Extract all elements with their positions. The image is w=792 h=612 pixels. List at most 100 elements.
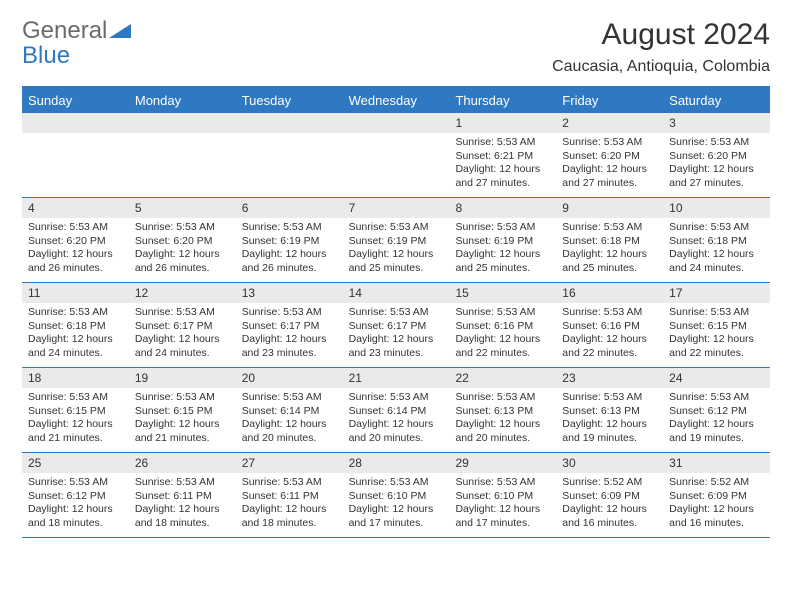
- day-cell: 26Sunrise: 5:53 AMSunset: 6:11 PMDayligh…: [129, 453, 236, 537]
- sunset-text: Sunset: 6:13 PM: [455, 405, 550, 419]
- day-cell: 27Sunrise: 5:53 AMSunset: 6:11 PMDayligh…: [236, 453, 343, 537]
- sunset-text: Sunset: 6:14 PM: [349, 405, 444, 419]
- sunrise-text: Sunrise: 5:53 AM: [349, 221, 444, 235]
- sunset-text: Sunset: 6:18 PM: [562, 235, 657, 249]
- day-body: Sunrise: 5:53 AMSunset: 6:17 PMDaylight:…: [343, 303, 450, 367]
- day-cell: 15Sunrise: 5:53 AMSunset: 6:16 PMDayligh…: [449, 283, 556, 367]
- daylight-text: Daylight: 12 hours and 24 minutes.: [669, 248, 764, 275]
- sunset-text: Sunset: 6:21 PM: [455, 150, 550, 164]
- sunrise-text: Sunrise: 5:53 AM: [242, 306, 337, 320]
- week-row: 1Sunrise: 5:53 AMSunset: 6:21 PMDaylight…: [22, 113, 770, 198]
- sunset-text: Sunset: 6:15 PM: [28, 405, 123, 419]
- sunrise-text: Sunrise: 5:53 AM: [28, 476, 123, 490]
- day-number: 7: [343, 198, 450, 218]
- logo-text: General Blue: [22, 18, 131, 68]
- daylight-text: Daylight: 12 hours and 20 minutes.: [455, 418, 550, 445]
- day-body: Sunrise: 5:53 AMSunset: 6:18 PMDaylight:…: [663, 218, 770, 282]
- sunset-text: Sunset: 6:20 PM: [562, 150, 657, 164]
- daylight-text: Daylight: 12 hours and 25 minutes.: [455, 248, 550, 275]
- dow-wednesday: Wednesday: [343, 88, 450, 113]
- dow-monday: Monday: [129, 88, 236, 113]
- daylight-text: Daylight: 12 hours and 22 minutes.: [455, 333, 550, 360]
- day-number: 27: [236, 453, 343, 473]
- sunset-text: Sunset: 6:14 PM: [242, 405, 337, 419]
- day-number: 29: [449, 453, 556, 473]
- daylight-text: Daylight: 12 hours and 24 minutes.: [28, 333, 123, 360]
- daylight-text: Daylight: 12 hours and 26 minutes.: [135, 248, 230, 275]
- day-cell: 22Sunrise: 5:53 AMSunset: 6:13 PMDayligh…: [449, 368, 556, 452]
- week-row: 18Sunrise: 5:53 AMSunset: 6:15 PMDayligh…: [22, 368, 770, 453]
- daylight-text: Daylight: 12 hours and 23 minutes.: [349, 333, 444, 360]
- day-number: 14: [343, 283, 450, 303]
- day-body: Sunrise: 5:53 AMSunset: 6:20 PMDaylight:…: [129, 218, 236, 282]
- day-cell: 8 Sunrise: 5:53 AMSunset: 6:19 PMDaylight…: [449, 198, 556, 282]
- sunset-text: Sunset: 6:17 PM: [242, 320, 337, 334]
- day-number: [22, 113, 129, 133]
- sunrise-text: Sunrise: 5:53 AM: [135, 476, 230, 490]
- sunrise-text: Sunrise: 5:53 AM: [669, 391, 764, 405]
- sunrise-text: Sunrise: 5:53 AM: [242, 476, 337, 490]
- day-number: 13: [236, 283, 343, 303]
- sunrise-text: Sunrise: 5:53 AM: [242, 391, 337, 405]
- daylight-text: Daylight: 12 hours and 22 minutes.: [669, 333, 764, 360]
- sunrise-text: Sunrise: 5:53 AM: [28, 306, 123, 320]
- day-cell: [343, 113, 450, 197]
- dow-thursday: Thursday: [449, 88, 556, 113]
- day-number: 10: [663, 198, 770, 218]
- week-row: 11Sunrise: 5:53 AMSunset: 6:18 PMDayligh…: [22, 283, 770, 368]
- day-number: 2: [556, 113, 663, 133]
- day-cell: 3Sunrise: 5:53 AMSunset: 6:20 PMDaylight…: [663, 113, 770, 197]
- day-body: Sunrise: 5:53 AMSunset: 6:15 PMDaylight:…: [22, 388, 129, 452]
- daylight-text: Daylight: 12 hours and 26 minutes.: [28, 248, 123, 275]
- daylight-text: Daylight: 12 hours and 26 minutes.: [242, 248, 337, 275]
- daylight-text: Daylight: 12 hours and 27 minutes.: [669, 163, 764, 190]
- day-body: Sunrise: 5:53 AMSunset: 6:20 PMDaylight:…: [556, 133, 663, 197]
- sunrise-text: Sunrise: 5:53 AM: [562, 391, 657, 405]
- day-cell: 21Sunrise: 5:53 AMSunset: 6:14 PMDayligh…: [343, 368, 450, 452]
- sunset-text: Sunset: 6:20 PM: [28, 235, 123, 249]
- day-number: 5: [129, 198, 236, 218]
- sunrise-text: Sunrise: 5:53 AM: [135, 306, 230, 320]
- sunrise-text: Sunrise: 5:53 AM: [455, 221, 550, 235]
- sunrise-text: Sunrise: 5:53 AM: [28, 221, 123, 235]
- day-number: 8: [449, 198, 556, 218]
- day-body: Sunrise: 5:53 AMSunset: 6:18 PMDaylight:…: [22, 303, 129, 367]
- day-body: Sunrise: 5:53 AMSunset: 6:13 PMDaylight:…: [449, 388, 556, 452]
- sunrise-text: Sunrise: 5:53 AM: [669, 306, 764, 320]
- sunset-text: Sunset: 6:09 PM: [669, 490, 764, 504]
- sunset-text: Sunset: 6:19 PM: [455, 235, 550, 249]
- day-number: 30: [556, 453, 663, 473]
- sunset-text: Sunset: 6:20 PM: [135, 235, 230, 249]
- sunrise-text: Sunrise: 5:53 AM: [242, 221, 337, 235]
- sunrise-text: Sunrise: 5:53 AM: [349, 476, 444, 490]
- title-block: August 2024 Caucasia, Antioquia, Colombi…: [552, 18, 770, 76]
- day-cell: 23Sunrise: 5:53 AMSunset: 6:13 PMDayligh…: [556, 368, 663, 452]
- day-number: 12: [129, 283, 236, 303]
- day-body: Sunrise: 5:53 AMSunset: 6:19 PMDaylight:…: [343, 218, 450, 282]
- day-number: 17: [663, 283, 770, 303]
- day-cell: 28Sunrise: 5:53 AMSunset: 6:10 PMDayligh…: [343, 453, 450, 537]
- day-body: Sunrise: 5:53 AMSunset: 6:19 PMDaylight:…: [236, 218, 343, 282]
- sunset-text: Sunset: 6:17 PM: [349, 320, 444, 334]
- daylight-text: Daylight: 12 hours and 25 minutes.: [349, 248, 444, 275]
- week-row: 4Sunrise: 5:53 AMSunset: 6:20 PMDaylight…: [22, 198, 770, 283]
- day-number: [236, 113, 343, 133]
- sunset-text: Sunset: 6:19 PM: [349, 235, 444, 249]
- daylight-text: Daylight: 12 hours and 16 minutes.: [669, 503, 764, 530]
- day-number: 11: [22, 283, 129, 303]
- day-cell: 19Sunrise: 5:53 AMSunset: 6:15 PMDayligh…: [129, 368, 236, 452]
- day-cell: 6Sunrise: 5:53 AMSunset: 6:19 PMDaylight…: [236, 198, 343, 282]
- day-body: Sunrise: 5:53 AMSunset: 6:11 PMDaylight:…: [129, 473, 236, 537]
- day-cell: 24Sunrise: 5:53 AMSunset: 6:12 PMDayligh…: [663, 368, 770, 452]
- logo-text-1: General: [22, 17, 107, 44]
- sunrise-text: Sunrise: 5:53 AM: [669, 221, 764, 235]
- calendar: Sunday Monday Tuesday Wednesday Thursday…: [22, 86, 770, 538]
- page-title: August 2024: [552, 18, 770, 52]
- day-cell: 9Sunrise: 5:53 AMSunset: 6:18 PMDaylight…: [556, 198, 663, 282]
- sunrise-text: Sunrise: 5:52 AM: [669, 476, 764, 490]
- daylight-text: Daylight: 12 hours and 18 minutes.: [135, 503, 230, 530]
- day-cell: 17Sunrise: 5:53 AMSunset: 6:15 PMDayligh…: [663, 283, 770, 367]
- day-number: 16: [556, 283, 663, 303]
- location-subtitle: Caucasia, Antioquia, Colombia: [552, 58, 770, 76]
- sunset-text: Sunset: 6:12 PM: [28, 490, 123, 504]
